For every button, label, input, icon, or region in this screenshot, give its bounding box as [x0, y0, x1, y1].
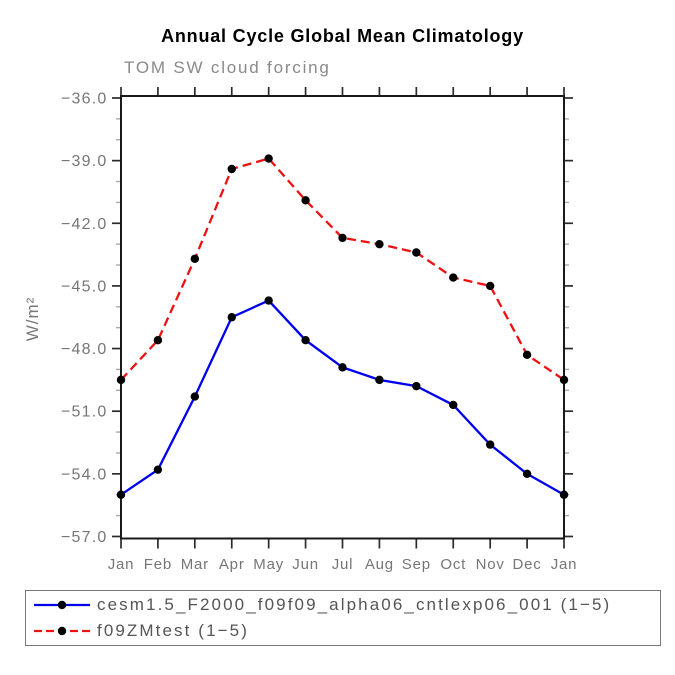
data-point-s0-2 — [190, 392, 200, 401]
series-line-0 — [120, 299, 565, 496]
x-tick-label: Jan — [551, 556, 578, 573]
plot-frame — [120, 95, 565, 540]
x-tick-label: Jul — [332, 556, 354, 573]
data-point-s0-8 — [412, 381, 421, 391]
y-tick-label: −48.0 — [61, 341, 107, 358]
data-point-s0-5 — [301, 336, 310, 345]
data-point-s1-9 — [449, 273, 458, 282]
data-point-s0-11 — [522, 469, 532, 479]
data-point-s0-0 — [116, 490, 126, 499]
legend-label: cesm1.5_F2000_f09f09_alpha06_cntlexp06_0… — [97, 594, 612, 614]
data-point-s1-4 — [264, 154, 273, 163]
y-tick-label: −45.0 — [61, 278, 107, 295]
data-point-s0-6 — [338, 363, 347, 372]
legend-line-sample — [34, 627, 90, 636]
y-tick-label: −39.0 — [61, 153, 107, 170]
data-point-s0-3 — [227, 313, 236, 322]
legend-item: cesm1.5_F2000_f09f09_alpha06_cntlexp06_0… — [26, 592, 660, 618]
data-point-s1-1 — [153, 336, 163, 345]
x-tick-label: Mar — [181, 556, 209, 573]
legend-marker-dot — [57, 600, 67, 609]
x-tick-label: Feb — [144, 556, 172, 573]
legend-line-sample — [34, 600, 90, 609]
x-tick-label: Aug — [365, 556, 394, 573]
data-point-s0-12 — [559, 490, 569, 499]
legend-label: f09ZMtest (1−5) — [97, 621, 249, 641]
y-tick-label: −51.0 — [61, 404, 107, 421]
data-point-s0-7 — [375, 375, 384, 385]
x-tick-label: Oct — [440, 556, 466, 573]
x-tick-label: May — [253, 556, 284, 573]
data-point-s1-12 — [559, 375, 569, 385]
chart-title: Annual Cycle Global Mean Climatology — [161, 26, 524, 46]
x-tick-label: Jun — [292, 556, 319, 573]
x-tick-label: Apr — [219, 556, 245, 573]
data-point-s1-2 — [190, 254, 200, 263]
series-line-1 — [120, 157, 565, 381]
data-point-s1-5 — [301, 196, 310, 205]
x-tick-label: Sep — [402, 556, 431, 573]
y-tick-label: −42.0 — [61, 216, 107, 233]
data-point-s1-6 — [338, 233, 347, 243]
x-tick-label: Nov — [476, 556, 505, 573]
data-point-s1-0 — [116, 375, 126, 385]
x-tick-label: Jan — [108, 556, 135, 573]
data-point-s0-4 — [264, 296, 273, 305]
data-point-s0-9 — [449, 400, 458, 410]
data-point-s0-10 — [485, 440, 495, 449]
legend-marker-dot — [57, 627, 67, 636]
data-point-s1-7 — [375, 239, 384, 249]
data-point-s1-3 — [227, 164, 236, 174]
data-point-s0-1 — [153, 465, 163, 474]
legend-item: f09ZMtest (1−5) — [26, 618, 660, 644]
data-point-s1-11 — [522, 350, 532, 360]
y-tick-label: −57.0 — [61, 529, 107, 546]
data-point-s1-10 — [485, 281, 495, 291]
data-point-s1-8 — [412, 248, 421, 257]
y-tick-label: −54.0 — [61, 466, 107, 483]
x-tick-label: Dec — [513, 556, 542, 573]
legend: cesm1.5_F2000_f09f09_alpha06_cntlexp06_0… — [25, 590, 661, 646]
y-tick-label: −36.0 — [61, 91, 107, 108]
chart-subtitle: TOM SW cloud forcing — [124, 58, 331, 77]
